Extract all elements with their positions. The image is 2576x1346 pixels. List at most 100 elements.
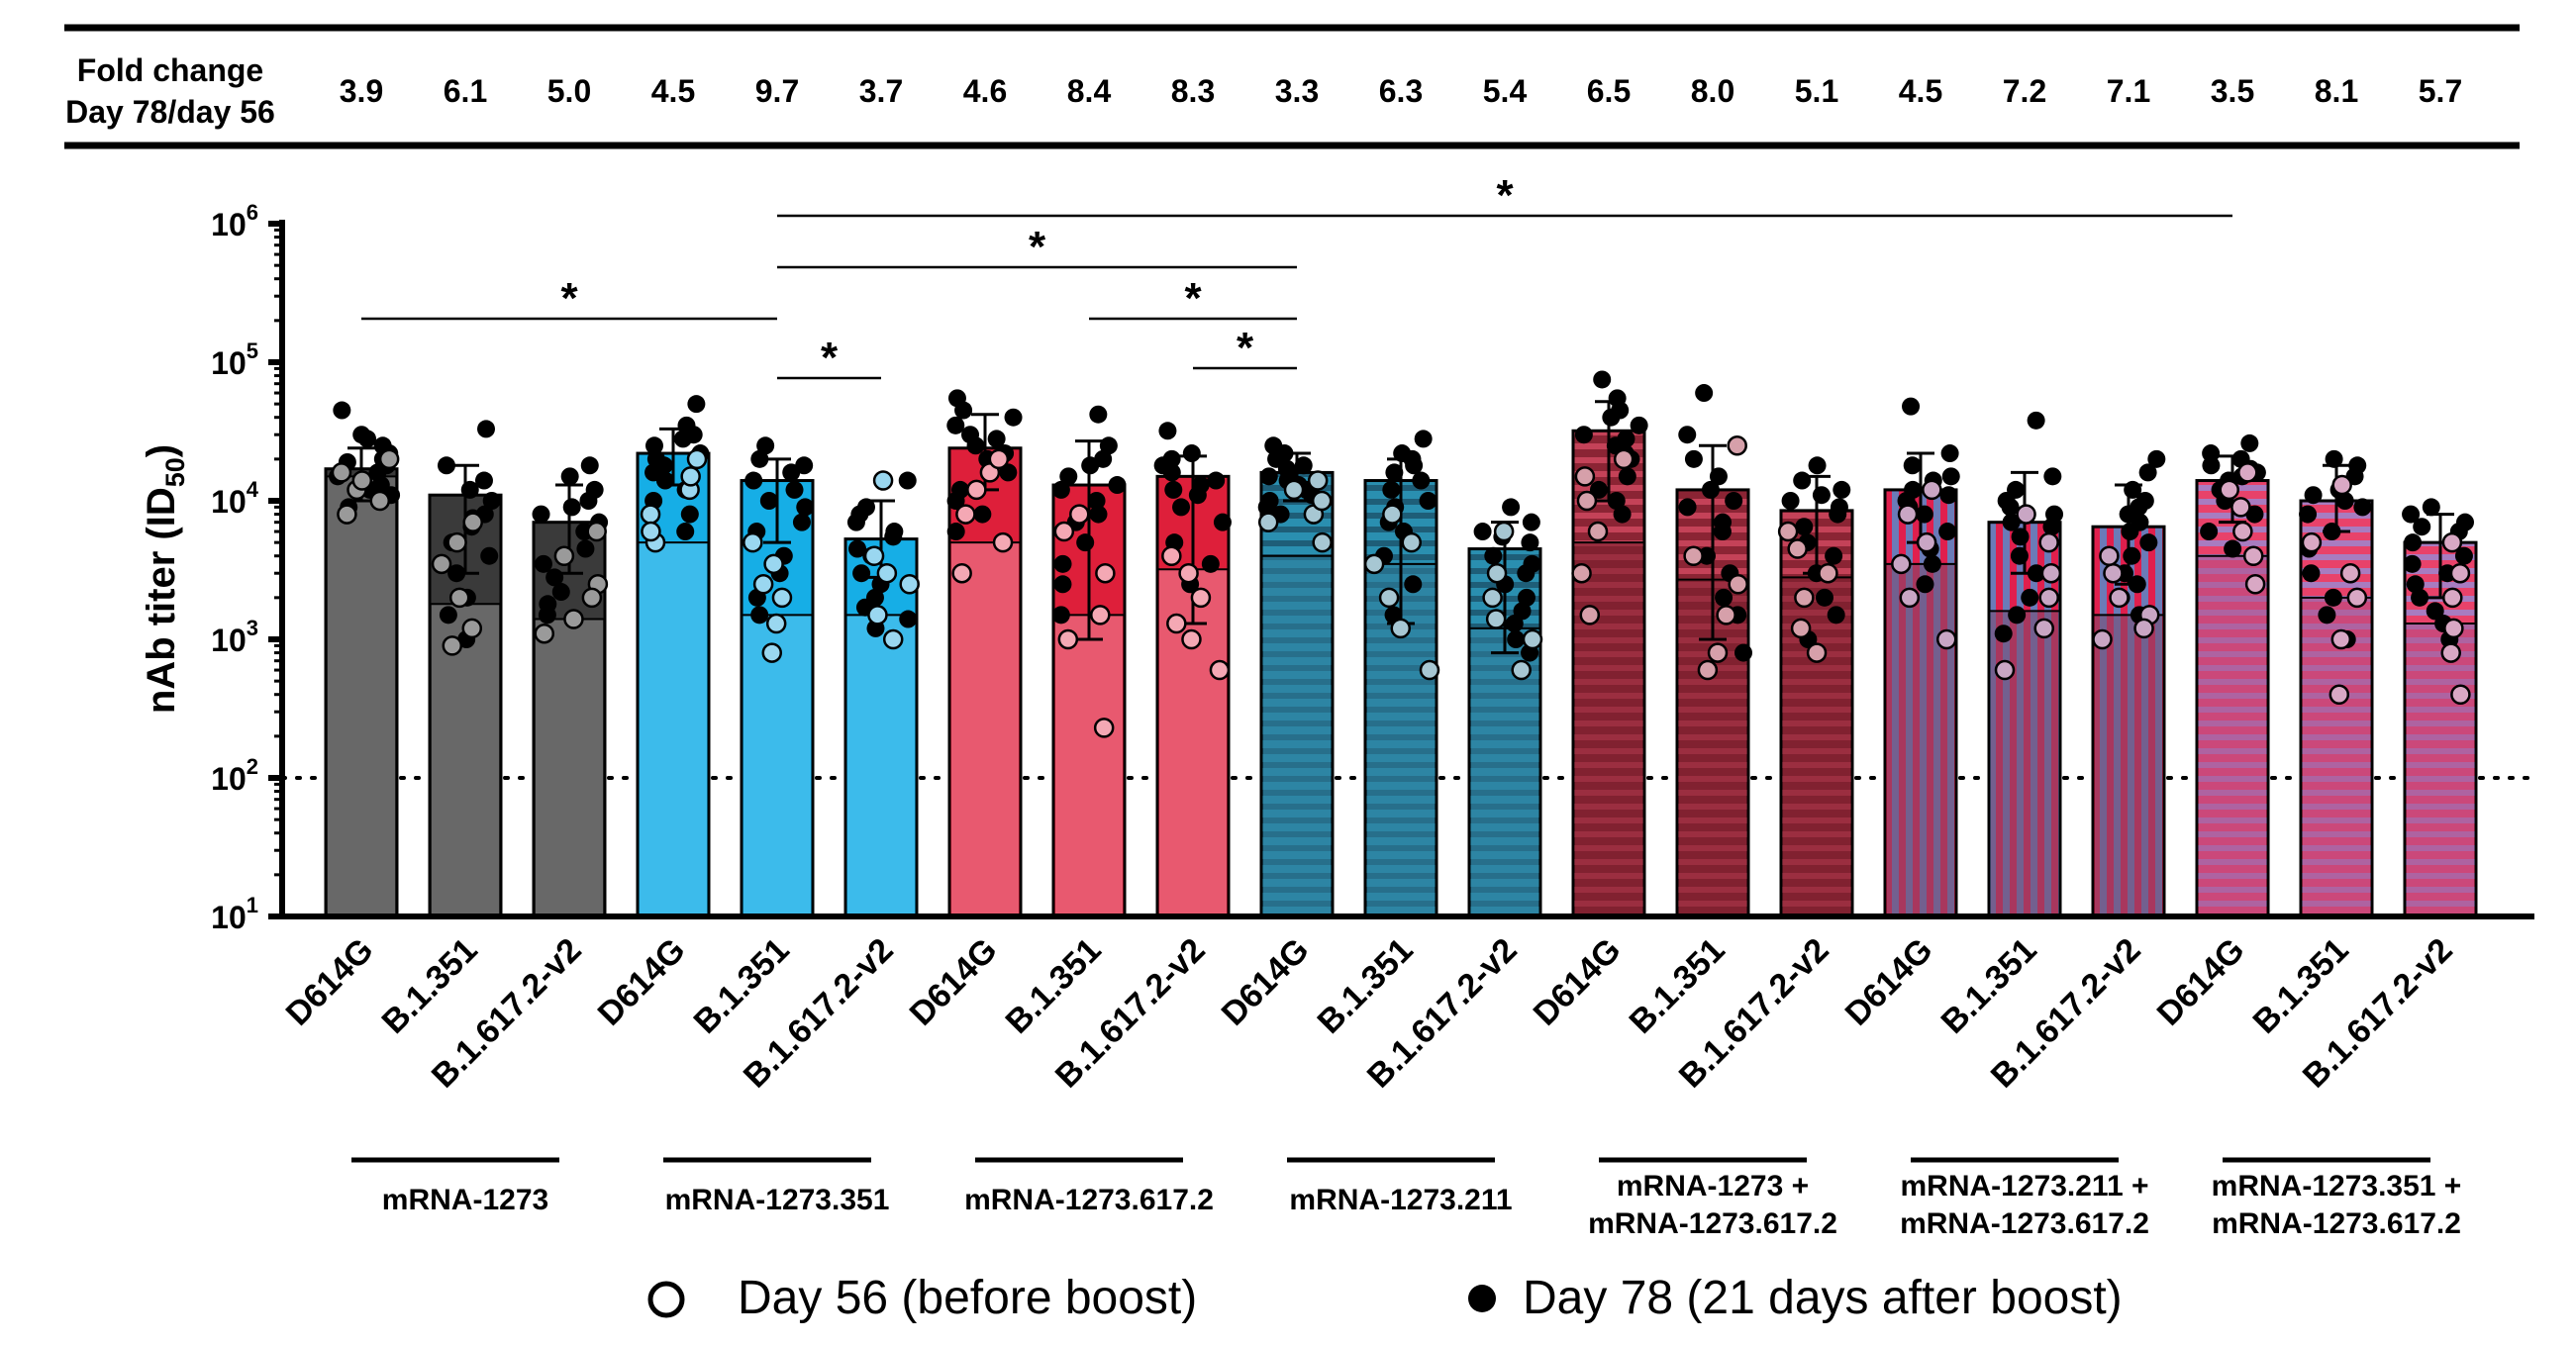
data-point-day78	[2406, 575, 2425, 594]
data-point-day78	[1521, 533, 1539, 552]
data-point-day56	[1069, 504, 1090, 525]
data-point-day78	[2011, 528, 2030, 546]
data-point-day78	[1201, 554, 1220, 573]
data-point-day56	[378, 448, 400, 470]
fold-change-label-line2: Day 78/day 56	[65, 94, 275, 130]
bar-3	[636, 395, 711, 918]
data-point-day78	[437, 456, 455, 475]
data-point-day56	[966, 479, 987, 501]
bar-day56	[328, 476, 395, 916]
data-point-day78	[1505, 615, 1524, 633]
data-point-day78	[2200, 523, 2219, 541]
data-point-day78	[1678, 498, 1697, 517]
data-point-day56	[882, 628, 904, 650]
data-point-day78	[2147, 449, 2166, 468]
data-point-day78	[560, 467, 579, 486]
data-point-day78	[2121, 523, 2139, 541]
fold-change-value: 3.3	[1275, 73, 1319, 109]
group-label: mRNA-1273.617.2	[1588, 1207, 1837, 1240]
y-axis-label-main: nAb titer (ID	[140, 487, 183, 714]
fold-change-value: 8.0	[1691, 73, 1734, 109]
data-point-day56	[1728, 574, 1748, 595]
bar-8	[1153, 422, 1232, 918]
data-point-day78	[1938, 523, 1957, 541]
fold-change-value: 4.6	[963, 73, 1007, 109]
y-tick-label-base: 10	[211, 484, 247, 520]
bar-day56	[743, 615, 811, 916]
data-point-day78	[2422, 498, 2440, 517]
bar-1	[428, 420, 503, 918]
data-point-day78	[545, 568, 564, 587]
data-point-day56	[351, 470, 373, 491]
data-point-day78	[1903, 456, 1922, 475]
data-point-day78	[2119, 505, 2137, 524]
data-point-day56	[1311, 490, 1333, 512]
data-point-day56	[1522, 628, 1543, 650]
data-point-day78	[2002, 513, 2021, 531]
data-point-day56	[1482, 587, 1503, 609]
data-point-day78	[368, 463, 387, 482]
data-point-day56	[461, 618, 483, 639]
bars	[324, 370, 2478, 918]
data-point-day78	[2043, 467, 2062, 486]
data-point-day56	[1093, 718, 1115, 738]
data-point-day78	[2353, 498, 2372, 517]
fold-change-values: 3.9 6.1 5.0 4.5 9.7 3.7 4.6 8.4 8.3 3.3 6.3 5.4 6.5 8…	[340, 73, 2462, 109]
bar-7	[1051, 405, 1127, 918]
data-point-day78	[785, 480, 804, 499]
bar-11	[1467, 498, 1543, 918]
x-tick-label: D614G	[1527, 931, 1629, 1033]
data-point-day78	[1213, 513, 1232, 531]
data-point-day56	[1307, 470, 1329, 491]
data-point-day78	[759, 492, 778, 510]
data-point-day56	[867, 605, 888, 625]
data-point-day78	[551, 583, 570, 602]
data-point-day78	[1997, 492, 2016, 510]
data-point-day56	[2092, 628, 2113, 650]
fold-change-header: Fold change Day 78/day 56 3.9 6.1 5.0 4.5 9.…	[64, 24, 2520, 149]
fold-change-value: 3.7	[859, 73, 903, 109]
data-point-day78	[1678, 426, 1697, 444]
data-point-day56	[1613, 448, 1635, 470]
data-point-day78	[946, 416, 965, 434]
data-point-day78	[358, 430, 377, 448]
data-point-day78	[954, 401, 973, 420]
significance-star: *	[821, 334, 839, 382]
data-point-day78	[1053, 554, 1072, 573]
y-tick-label: 102	[211, 754, 258, 797]
data-point-day56	[872, 470, 894, 491]
bar-day56	[1055, 615, 1123, 916]
data-point-day56	[1697, 659, 1719, 681]
data-point-day78	[676, 523, 695, 541]
bar-day56	[1263, 555, 1331, 916]
data-point-day56	[442, 635, 463, 656]
data-point-day78	[1158, 422, 1177, 440]
data-point-day56	[2346, 587, 2368, 609]
data-point-day56	[1209, 659, 1231, 681]
vaccine-group-labels: mRNA-1273 mRNA-1273.351 mRNA-1273.617.2 mRN…	[351, 1157, 2461, 1240]
data-point-day56	[1587, 521, 1609, 542]
data-point-day56	[1053, 521, 1075, 542]
legend-filled-label: Day 78 (21 days after boost)	[1523, 1272, 2123, 1324]
data-point-day78	[1259, 467, 1278, 486]
data-point-day78	[852, 564, 871, 583]
data-point-day78	[2135, 492, 2154, 510]
data-point-day78	[1294, 456, 1313, 475]
data-point-day78	[1162, 449, 1181, 468]
y-tick-label-base: 10	[211, 900, 247, 935]
significance-star: *	[1496, 171, 1514, 220]
data-point-day78	[999, 463, 1018, 482]
data-point-day56	[2038, 587, 2059, 609]
data-point-day56	[1363, 553, 1385, 575]
data-point-day56	[1486, 562, 1508, 584]
data-point-day56	[2109, 587, 2130, 609]
data-point-day78	[2021, 588, 2039, 607]
data-point-day78	[2324, 588, 2342, 607]
legend-open-circle-icon	[647, 1281, 685, 1318]
data-point-day78	[1825, 546, 1843, 565]
data-point-day56	[1166, 613, 1187, 634]
data-point-day78	[2304, 486, 2323, 505]
data-point-day78	[756, 436, 775, 455]
data-point-day56	[1161, 545, 1182, 566]
data-point-day56	[369, 490, 391, 512]
